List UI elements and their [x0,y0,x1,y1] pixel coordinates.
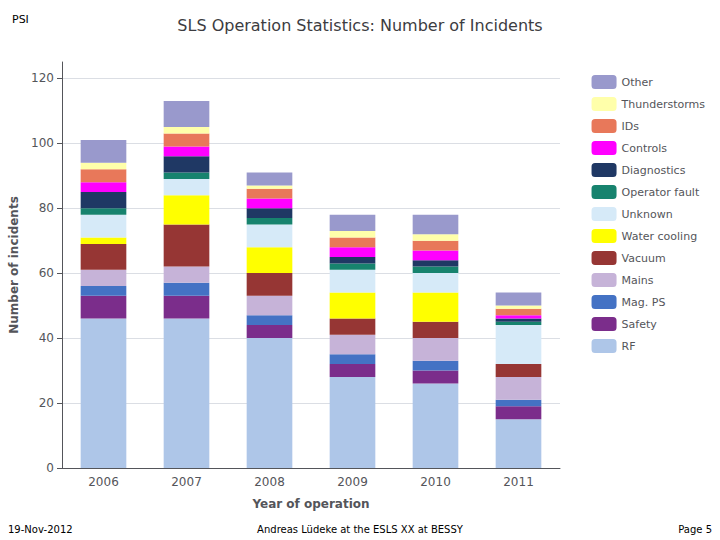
svg-text:SLS Operation Statistics: Numb: SLS Operation Statistics: Number of Inci… [177,16,542,35]
svg-text:100: 100 [31,136,54,150]
svg-text:19-Nov-2012: 19-Nov-2012 [8,524,73,535]
svg-text:Thunderstorms: Thunderstorms [621,98,706,111]
svg-text:Safety: Safety [622,318,658,331]
svg-text:Mains: Mains [622,274,654,287]
svg-text:Unknown: Unknown [622,208,673,221]
svg-text:120: 120 [31,71,54,85]
svg-text:60: 60 [39,266,54,280]
svg-text:Page 5: Page 5 [678,524,712,535]
svg-text:2007: 2007 [171,475,202,489]
svg-text:PSI: PSI [12,13,29,26]
svg-text:Number of incidents: Number of incidents [7,196,21,334]
svg-text:80: 80 [39,201,54,215]
svg-text:Water cooling: Water cooling [622,230,698,243]
svg-text:2008: 2008 [254,475,285,489]
svg-text:Controls: Controls [622,142,668,155]
svg-text:Mag. PS: Mag. PS [622,296,666,309]
svg-text:2006: 2006 [88,475,119,489]
svg-text:2009: 2009 [337,475,368,489]
svg-text:2011: 2011 [503,475,534,489]
svg-text:20: 20 [39,396,54,410]
svg-text:Other: Other [622,76,654,89]
svg-text:Diagnostics: Diagnostics [622,164,686,177]
svg-text:Vacuum: Vacuum [622,252,666,265]
svg-text:IDs: IDs [622,120,640,133]
svg-text:2010: 2010 [420,475,451,489]
svg-text:Andreas Lüdeke at the ESLS XX: Andreas Lüdeke at the ESLS XX at BESSY [257,524,464,535]
svg-text:Operator fault: Operator fault [622,186,700,199]
svg-text:0: 0 [46,461,54,475]
svg-text:RF: RF [622,340,636,353]
svg-text:40: 40 [39,331,54,345]
svg-text:Year of operation: Year of operation [251,497,369,511]
